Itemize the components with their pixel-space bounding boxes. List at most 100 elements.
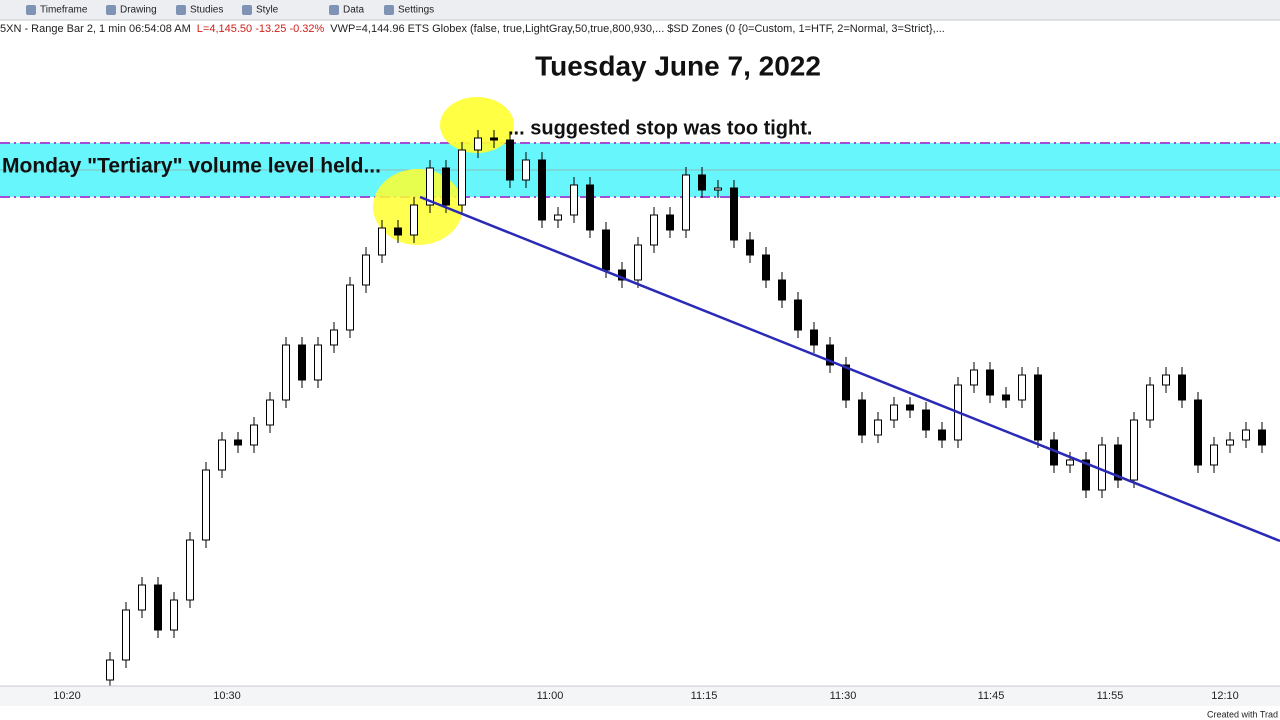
candle-body — [922, 409, 930, 431]
candle-body — [698, 174, 706, 191]
x-tick-label: 11:00 — [537, 690, 564, 702]
candle-body — [346, 284, 354, 331]
candles — [106, 130, 1266, 688]
candle-body — [410, 204, 418, 236]
candle-body — [362, 254, 370, 286]
toolbar-button[interactable]: Settings — [398, 5, 434, 16]
footer: Created with Trad — [1207, 709, 1278, 719]
candle-body — [938, 429, 946, 441]
toolbar-button[interactable]: Studies — [190, 5, 223, 16]
x-tick-label: 10:20 — [53, 690, 81, 702]
candle-body — [810, 329, 818, 346]
candle-body — [218, 439, 226, 471]
candle-body — [202, 469, 210, 541]
candle-body — [858, 399, 866, 436]
candle-body — [970, 369, 978, 386]
toolbar-button[interactable]: Drawing — [120, 5, 157, 16]
quote: L=4,145.50 -13.25 -0.32% — [197, 23, 325, 35]
candle-body — [442, 167, 450, 206]
info-bar: 5XN - Range Bar 2, 1 min 06:54:08 AM L=4,… — [0, 23, 945, 35]
candle-body — [138, 584, 146, 611]
candle-body — [1146, 384, 1154, 421]
candle-body — [666, 214, 674, 231]
candle-body — [714, 187, 722, 191]
candle-body — [1258, 429, 1266, 446]
candle-body — [282, 344, 290, 401]
toolbar-button[interactable]: Timeframe — [40, 5, 88, 16]
toolbar-icon — [384, 5, 394, 15]
candle-body — [682, 174, 690, 231]
candle-body — [826, 344, 834, 366]
footer-bar — [0, 706, 1280, 720]
candle-body — [186, 539, 194, 601]
candle-body — [506, 139, 514, 181]
candle-body — [842, 364, 850, 401]
candle-body — [602, 229, 610, 271]
candle-body — [1082, 459, 1090, 491]
candle-body — [618, 269, 626, 281]
toolbar-button[interactable]: Style — [256, 5, 279, 16]
candle-body — [762, 254, 770, 281]
candle-body — [1114, 444, 1122, 481]
candle-body — [378, 227, 386, 256]
candle-body — [874, 419, 882, 436]
studies: VWP=4,144.96 ETS Globex (false, true,Lig… — [330, 23, 945, 35]
candle-body — [266, 399, 274, 426]
candle-body — [794, 299, 802, 331]
toolbar-button[interactable]: Data — [343, 5, 365, 16]
toolbar-icon — [106, 5, 116, 15]
candle-body — [986, 369, 994, 396]
candle-body — [634, 244, 642, 281]
x-tick-label: 11:55 — [1097, 690, 1124, 702]
toolbar-icon — [329, 5, 339, 15]
candle-body — [746, 239, 754, 256]
candle-body — [234, 439, 242, 446]
toolbar-icon — [242, 5, 252, 15]
candle-body — [170, 599, 178, 631]
candle-body — [106, 659, 114, 681]
toolbar-items: Timeframe Drawing Studies Style Data Settings — [26, 5, 434, 16]
candle-body — [586, 184, 594, 231]
candle-body — [538, 159, 546, 221]
candle-body — [250, 424, 258, 446]
candle-body — [1130, 419, 1138, 481]
candle-body — [458, 149, 466, 206]
candle-body — [1242, 429, 1250, 441]
candle-body — [394, 227, 402, 236]
time-axis — [0, 686, 1280, 706]
x-tick-label: 12:10 — [1211, 690, 1239, 702]
x-tick-label: 10:30 — [213, 690, 241, 702]
candle-body — [154, 584, 162, 631]
candle-body — [778, 279, 786, 301]
x-tick-label: 11:45 — [978, 690, 1005, 702]
candle-body — [554, 214, 562, 221]
candle-body — [1178, 374, 1186, 401]
candle-body — [730, 187, 738, 241]
candle-body — [1194, 399, 1202, 466]
candle-body — [298, 344, 306, 381]
candle-body — [122, 609, 130, 661]
candle-body — [890, 404, 898, 421]
candle-body — [426, 167, 434, 206]
candle-body — [906, 404, 914, 411]
annotation: Monday "Tertiary" volume level held... — [2, 155, 381, 178]
chart-title: Tuesday June 7, 2022 — [535, 50, 821, 81]
candle-body — [314, 344, 322, 381]
candle-body — [1018, 374, 1026, 401]
toolbar-icon — [176, 5, 186, 15]
candle-body — [1226, 439, 1234, 446]
candle-body — [1210, 444, 1218, 466]
trend-line — [419, 195, 1280, 543]
candle-body — [522, 159, 530, 181]
candle-body — [474, 137, 482, 151]
symbol: 5XN - Range Bar 2, 1 min 06:54:08 AM — [0, 23, 191, 35]
candle-body — [650, 214, 658, 246]
candle-body — [1034, 374, 1042, 441]
x-labels: 10:20 10:30 11:00 11:15 11:30 11:45 11:55 12:10 — [53, 690, 1239, 702]
x-tick-label: 11:30 — [830, 690, 857, 702]
candle-body — [1002, 394, 1010, 401]
toolbar-icon — [26, 5, 36, 15]
candle-body — [330, 329, 338, 346]
